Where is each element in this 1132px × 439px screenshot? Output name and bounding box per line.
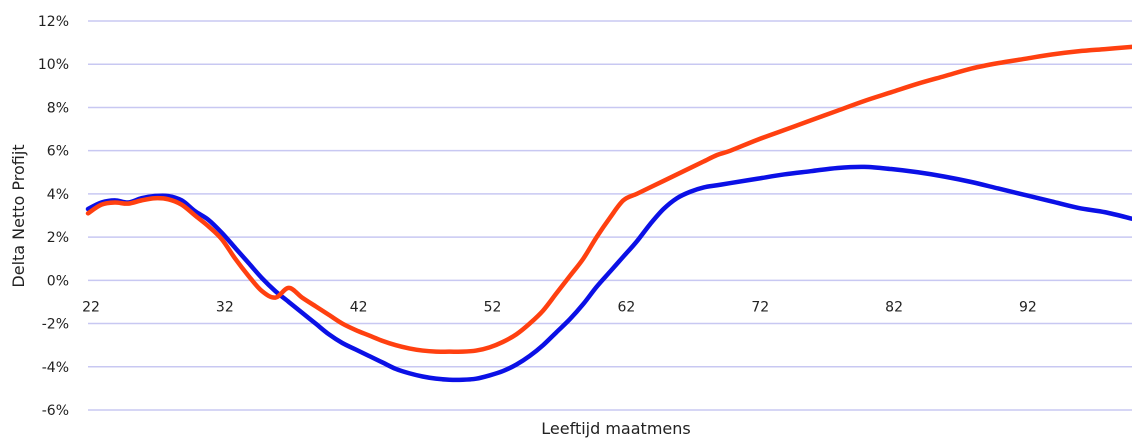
y-tick-label: 12% xyxy=(38,14,69,30)
x-tick-label: 72 xyxy=(751,299,769,315)
y-tick-label: -4% xyxy=(42,360,69,376)
y-tick-label: -6% xyxy=(42,403,69,419)
y-tick-label: 4% xyxy=(47,187,69,203)
x-tick-label: 22 xyxy=(82,299,100,315)
x-tick-label: 52 xyxy=(484,299,502,315)
y-tick-label: 6% xyxy=(47,144,69,160)
y-tick-label: 10% xyxy=(38,57,69,73)
x-tick-label: 42 xyxy=(350,299,368,315)
series-lines xyxy=(85,44,1132,383)
y-tick-label: 0% xyxy=(47,273,69,289)
y-axis-tick-labels: -6% -4% -2% 0% 2% 4% 6% 8% 10% 12% xyxy=(38,14,69,419)
y-tick-label: 2% xyxy=(47,230,69,246)
series-line-2 xyxy=(85,44,1132,354)
y-tick-label: 8% xyxy=(47,100,69,116)
x-tick-label: 92 xyxy=(1019,299,1037,315)
x-axis-tick-labels: 22 32 42 52 62 72 82 92 xyxy=(82,299,1037,315)
y-axis-title: Delta Netto Profijt xyxy=(9,144,28,287)
x-tick-label: 32 xyxy=(216,299,234,315)
x-axis-title: Leeftijd maatmens xyxy=(541,419,690,438)
y-tick-label: -2% xyxy=(42,317,69,333)
x-tick-label: 82 xyxy=(885,299,903,315)
x-tick-label: 62 xyxy=(617,299,635,315)
series-line-1 xyxy=(85,164,1132,383)
